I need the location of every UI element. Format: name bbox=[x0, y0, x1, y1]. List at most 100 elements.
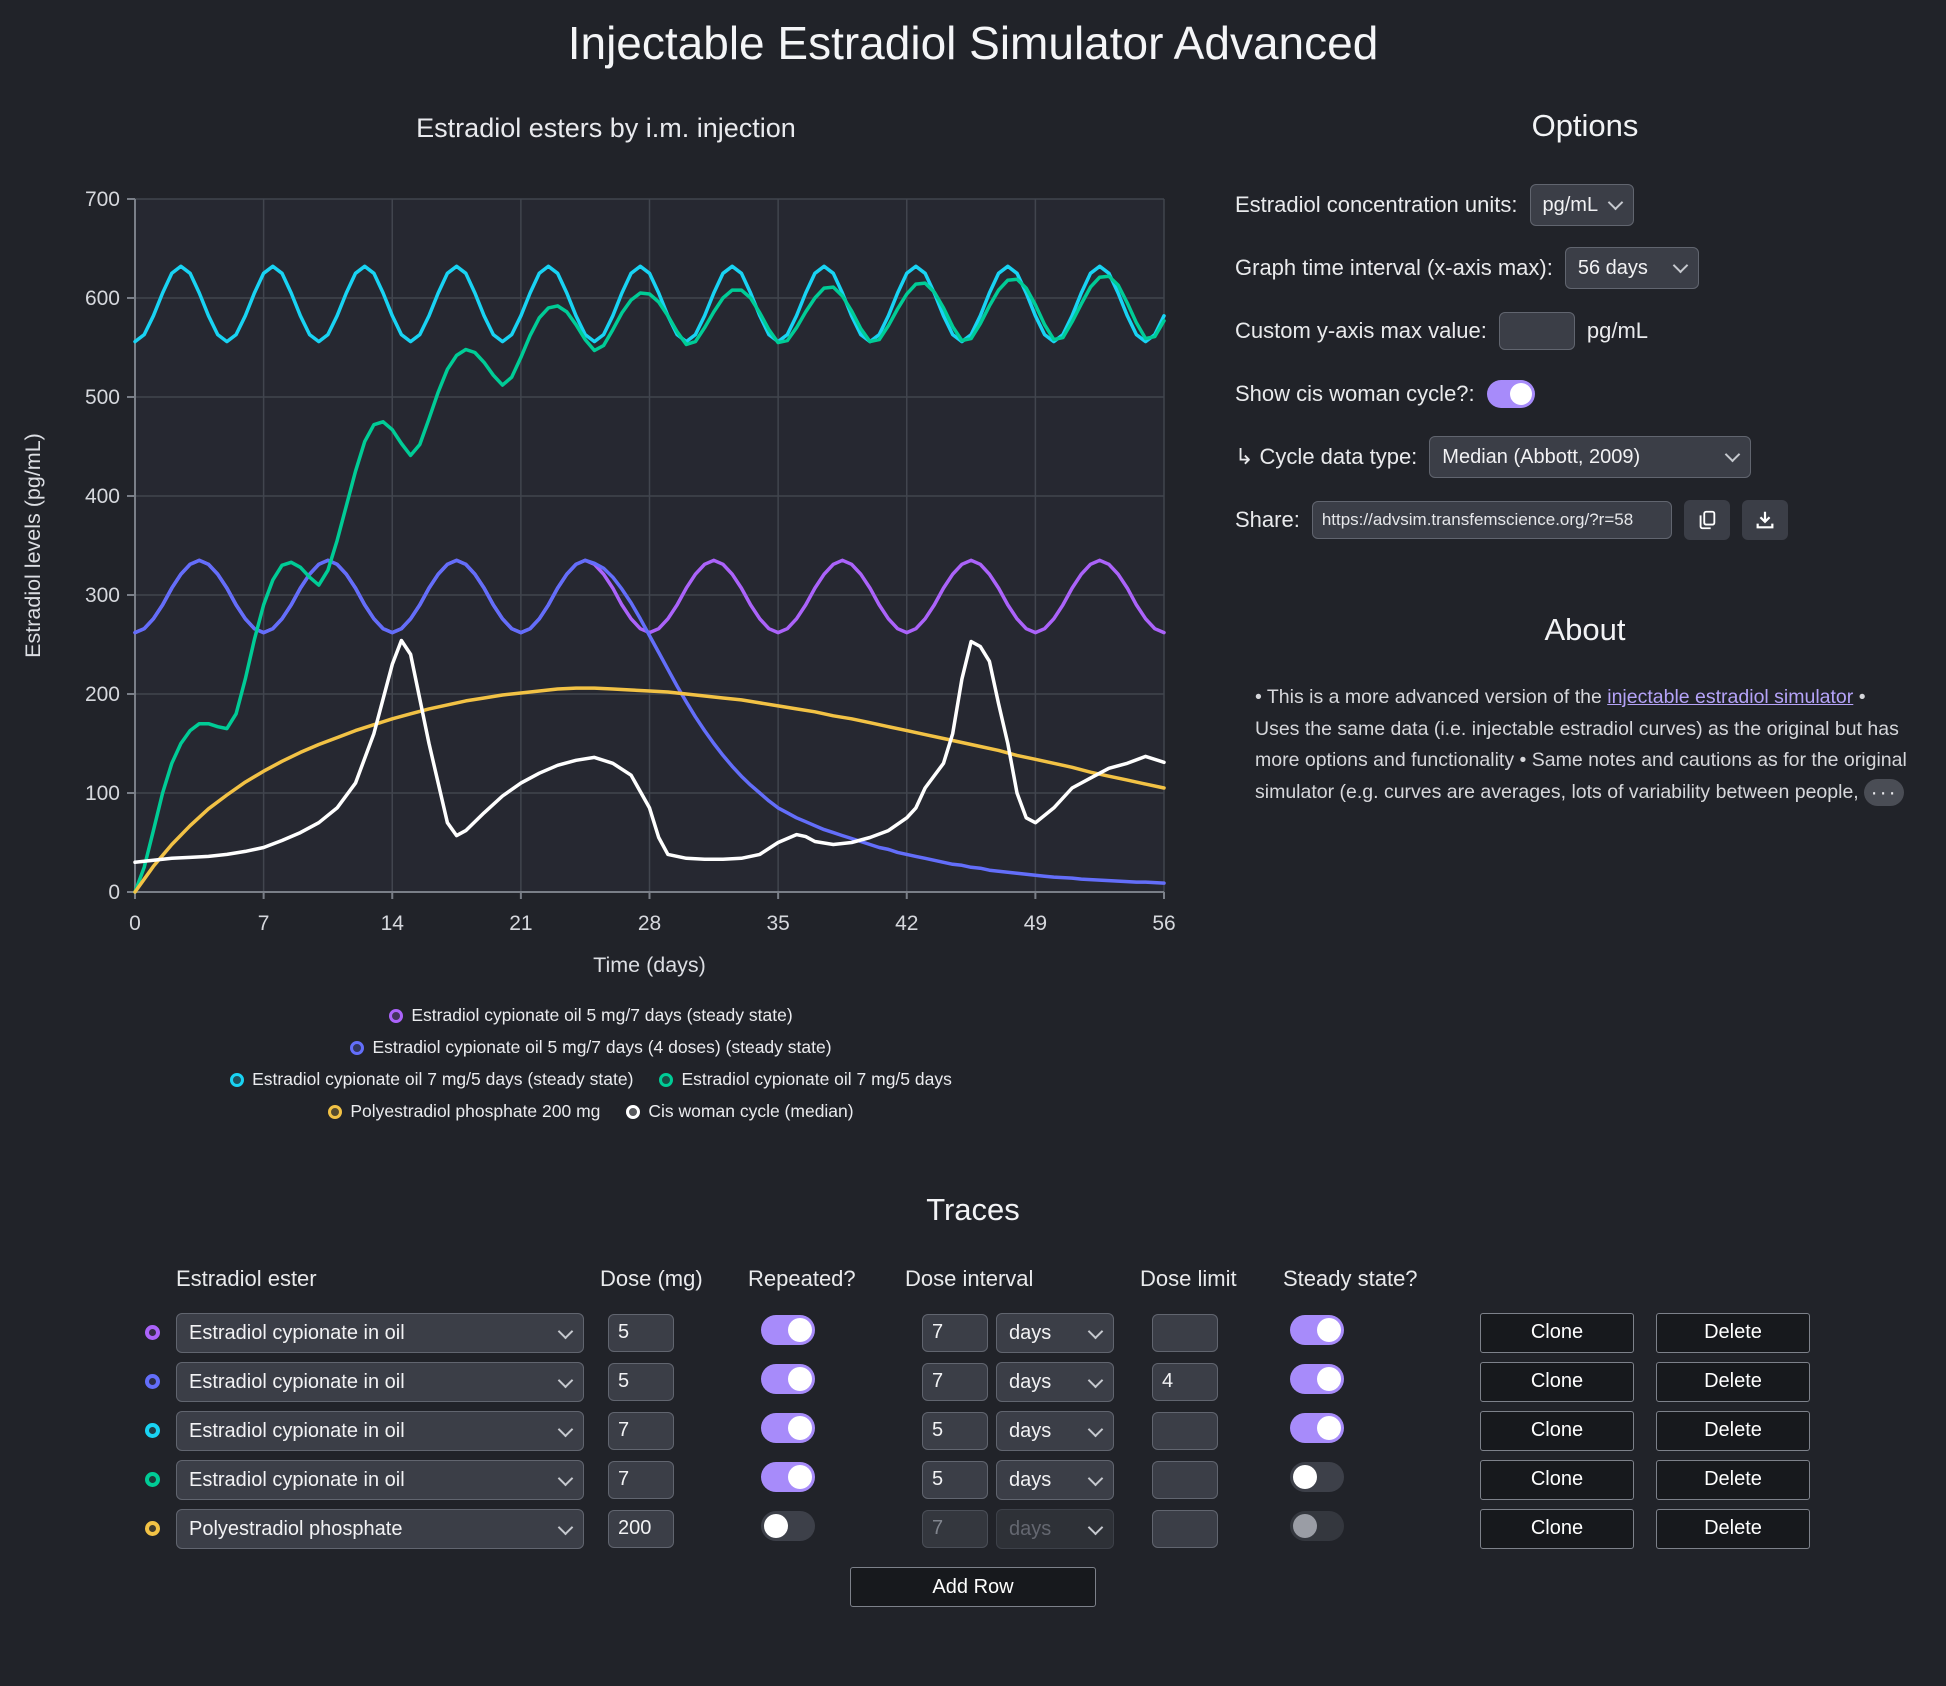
legend-marker-icon bbox=[659, 1072, 674, 1087]
steady-state-toggle bbox=[1290, 1511, 1344, 1541]
steady-state-toggle[interactable] bbox=[1290, 1364, 1344, 1394]
dose-interval-unit-select[interactable]: days bbox=[996, 1312, 1114, 1353]
legend-item[interactable]: Estradiol cypionate oil 7 mg/5 days bbox=[659, 1069, 952, 1090]
delete-button[interactable]: Delete bbox=[1656, 1312, 1810, 1353]
trace-color-dot bbox=[144, 1423, 160, 1438]
delete-button[interactable]: Delete bbox=[1656, 1361, 1810, 1402]
cycle-data-type-select-wrap: Median (Abbott, 2009) bbox=[1429, 436, 1752, 478]
trace-color-dot bbox=[144, 1325, 160, 1340]
traces-title: Traces bbox=[926, 1192, 1020, 1227]
legend-item[interactable]: Polyestradiol phosphate 200 mg bbox=[328, 1101, 600, 1122]
legend-row: Polyestradiol phosphate 200 mg Cis woman … bbox=[328, 1101, 854, 1122]
dose-input[interactable] bbox=[608, 1411, 674, 1450]
chart-legend: Estradiol cypionate oil 5 mg/7 days (ste… bbox=[6, 1005, 1176, 1122]
svg-text:400: 400 bbox=[85, 485, 120, 508]
chart-canvas[interactable]: 0 7 14 21 28 35 42 49 56 0 100 200 300 400 500 600 700 Es… bbox=[6, 92, 1176, 992]
show-cycle-row: Show cis woman cycle?: bbox=[1235, 373, 1935, 415]
trace-row: Estradiol cypionate in oil days Clone Delet… bbox=[128, 1361, 1946, 1402]
cycle-data-type-label: ↳ Cycle data type: bbox=[1235, 444, 1418, 469]
svg-text:600: 600 bbox=[85, 287, 120, 310]
delete-button[interactable]: Delete bbox=[1656, 1459, 1810, 1500]
toggle-knob-icon bbox=[1486, 380, 1535, 408]
legend-row: Estradiol cypionate oil 7 mg/5 days (ste… bbox=[230, 1069, 952, 1090]
svg-text:Estradiol esters by i.m. injec: Estradiol esters by i.m. injection bbox=[416, 113, 796, 143]
steady-state-toggle[interactable] bbox=[1290, 1315, 1344, 1345]
dose-input[interactable] bbox=[608, 1313, 674, 1352]
legend-marker-icon bbox=[626, 1104, 641, 1119]
ester-select[interactable]: Estradiol cypionate in oil bbox=[176, 1361, 584, 1402]
legend-item[interactable]: Estradiol cypionate oil 5 mg/7 days (ste… bbox=[389, 1005, 793, 1026]
dose-limit-input[interactable] bbox=[1152, 1313, 1218, 1352]
legend-item[interactable]: Estradiol cypionate oil 5 mg/7 days (4 d… bbox=[350, 1037, 832, 1058]
clone-button[interactable]: Clone bbox=[1480, 1312, 1634, 1353]
trace-color-dot bbox=[144, 1374, 160, 1389]
repeated-toggle[interactable] bbox=[761, 1364, 815, 1394]
simulator-link[interactable]: injectable estradiol simulator bbox=[1607, 686, 1854, 708]
clone-button[interactable]: Clone bbox=[1480, 1459, 1634, 1500]
ester-select[interactable]: Estradiol cypionate in oil bbox=[176, 1410, 584, 1451]
custom-ymax-row: Custom y-axis max value: pg/mL bbox=[1235, 310, 1935, 352]
legend-item[interactable]: Estradiol cypionate oil 7 mg/5 days (ste… bbox=[230, 1069, 633, 1090]
repeated-toggle[interactable] bbox=[761, 1315, 815, 1345]
share-label: Share: bbox=[1235, 507, 1300, 532]
time-interval-select[interactable]: 56 days bbox=[1564, 247, 1699, 289]
dose-interval-input[interactable] bbox=[922, 1313, 988, 1352]
svg-text:35: 35 bbox=[766, 912, 789, 935]
header-steady: Steady state? bbox=[1283, 1266, 1418, 1291]
time-interval-select-wrap: 56 days bbox=[1564, 247, 1699, 289]
steady-state-toggle[interactable] bbox=[1290, 1462, 1344, 1492]
ester-select[interactable]: Estradiol cypionate in oil bbox=[176, 1312, 584, 1353]
show-cycle-toggle[interactable] bbox=[1486, 380, 1535, 408]
units-label: Estradiol concentration units: bbox=[1235, 192, 1518, 217]
estradiol-chart[interactable]: 0 7 14 21 28 35 42 49 56 0 100 200 300 400 500 600 700 Es… bbox=[6, 92, 1176, 1122]
repeated-toggle[interactable] bbox=[761, 1462, 815, 1492]
dose-limit-input[interactable] bbox=[1152, 1362, 1218, 1401]
copy-link-button[interactable] bbox=[1683, 500, 1730, 540]
delete-button[interactable]: Delete bbox=[1656, 1508, 1810, 1549]
steady-state-toggle[interactable] bbox=[1290, 1413, 1344, 1443]
dose-interval-unit-select[interactable]: days bbox=[996, 1361, 1114, 1402]
traces-section: Traces Estradiol ester Dose (mg) Repeate… bbox=[0, 1192, 1946, 1607]
about-text: • This is a more advanced version of the… bbox=[1255, 682, 1915, 808]
units-select[interactable]: pg/mL bbox=[1529, 184, 1634, 226]
header-limit: Dose limit bbox=[1140, 1266, 1237, 1291]
legend-item[interactable]: Cis woman cycle (median) bbox=[626, 1101, 854, 1122]
clone-button[interactable]: Clone bbox=[1480, 1410, 1634, 1451]
toggle-knob-icon bbox=[761, 1315, 815, 1345]
toggle-knob-icon bbox=[761, 1413, 815, 1443]
dose-input[interactable] bbox=[608, 1509, 674, 1548]
dose-limit-input[interactable] bbox=[1152, 1460, 1218, 1499]
dose-limit-input[interactable] bbox=[1152, 1411, 1218, 1450]
dose-interval-unit-select[interactable]: days bbox=[996, 1410, 1114, 1451]
time-interval-label: Graph time interval (x-axis max): bbox=[1235, 255, 1553, 280]
dose-interval-unit-select[interactable]: days bbox=[996, 1459, 1114, 1500]
clone-button[interactable]: Clone bbox=[1480, 1361, 1634, 1402]
share-url-input[interactable] bbox=[1311, 501, 1672, 539]
toggle-knob-icon bbox=[1290, 1511, 1344, 1541]
add-row-button[interactable]: Add Row bbox=[850, 1567, 1096, 1607]
legend-row: Estradiol cypionate oil 5 mg/7 days (ste… bbox=[389, 1005, 793, 1026]
dose-limit-input[interactable] bbox=[1152, 1509, 1218, 1548]
download-button[interactable] bbox=[1741, 500, 1788, 540]
custom-ymax-input[interactable] bbox=[1498, 312, 1575, 350]
dose-interval-input[interactable] bbox=[922, 1460, 988, 1499]
dose-interval-input[interactable] bbox=[922, 1411, 988, 1450]
dose-input[interactable] bbox=[608, 1362, 674, 1401]
repeated-toggle[interactable] bbox=[761, 1511, 815, 1541]
ester-select[interactable]: Estradiol cypionate in oil bbox=[176, 1459, 584, 1500]
about-ellipsis-button[interactable]: ··· bbox=[1864, 778, 1905, 806]
toggle-knob-icon bbox=[1290, 1413, 1344, 1443]
cycle-data-type-select[interactable]: Median (Abbott, 2009) bbox=[1429, 436, 1752, 478]
dose-interval-input[interactable] bbox=[922, 1362, 988, 1401]
clone-button[interactable]: Clone bbox=[1480, 1508, 1634, 1549]
units-select-wrap: pg/mL bbox=[1529, 184, 1634, 226]
toggle-knob-icon bbox=[1290, 1315, 1344, 1345]
legend-label: Estradiol cypionate oil 5 mg/7 days (ste… bbox=[411, 1005, 793, 1025]
trace-color-dot bbox=[144, 1472, 160, 1487]
dose-input[interactable] bbox=[608, 1460, 674, 1499]
delete-button[interactable]: Delete bbox=[1656, 1410, 1810, 1451]
ester-select[interactable]: Polyestradiol phosphate bbox=[176, 1508, 584, 1549]
legend-label: Estradiol cypionate oil 7 mg/5 days (ste… bbox=[252, 1069, 634, 1089]
repeated-toggle[interactable] bbox=[761, 1413, 815, 1443]
